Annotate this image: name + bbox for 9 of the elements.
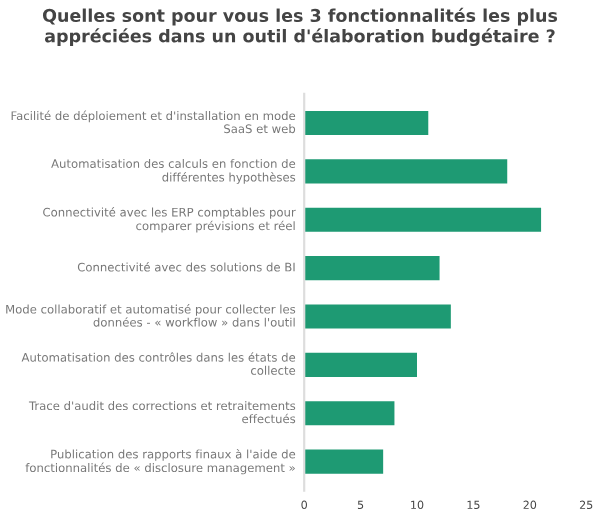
- bar: [304, 256, 440, 281]
- bar: [304, 304, 451, 329]
- bar: [304, 110, 429, 136]
- bar: [304, 401, 395, 426]
- bar: [304, 159, 508, 184]
- bar: [304, 352, 417, 377]
- bar: [304, 207, 542, 232]
- chart-title: Quelles sont pour vous les 3 fonctionnalités les plus appréciées dans un outil d'élaboration budgétaire ?: [42, 7, 558, 47]
- bar: [304, 449, 384, 474]
